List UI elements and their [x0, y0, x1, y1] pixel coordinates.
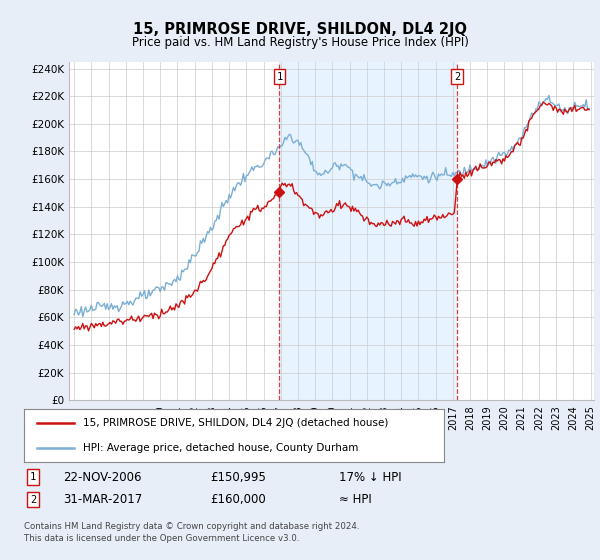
Text: £150,995: £150,995: [210, 470, 266, 484]
Text: Contains HM Land Registry data © Crown copyright and database right 2024.: Contains HM Land Registry data © Crown c…: [24, 522, 359, 531]
Text: 17% ↓ HPI: 17% ↓ HPI: [339, 470, 401, 484]
Text: 22-NOV-2006: 22-NOV-2006: [63, 470, 142, 484]
Text: 15, PRIMROSE DRIVE, SHILDON, DL4 2JQ (detached house): 15, PRIMROSE DRIVE, SHILDON, DL4 2JQ (de…: [83, 418, 388, 428]
Text: 15, PRIMROSE DRIVE, SHILDON, DL4 2JQ: 15, PRIMROSE DRIVE, SHILDON, DL4 2JQ: [133, 22, 467, 38]
Text: 1: 1: [276, 72, 283, 82]
Text: HPI: Average price, detached house, County Durham: HPI: Average price, detached house, Coun…: [83, 442, 358, 452]
Text: ≈ HPI: ≈ HPI: [339, 493, 372, 506]
Text: 1: 1: [30, 472, 36, 482]
Text: 2: 2: [454, 72, 460, 82]
Text: Price paid vs. HM Land Registry's House Price Index (HPI): Price paid vs. HM Land Registry's House …: [131, 36, 469, 49]
Bar: [280, 62, 457, 400]
Text: £160,000: £160,000: [210, 493, 266, 506]
Text: This data is licensed under the Open Government Licence v3.0.: This data is licensed under the Open Gov…: [24, 534, 299, 543]
Text: 2: 2: [30, 494, 36, 505]
Text: 31-MAR-2017: 31-MAR-2017: [63, 493, 142, 506]
